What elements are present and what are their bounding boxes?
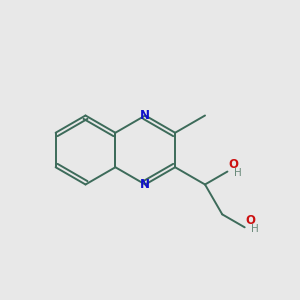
Text: H: H (251, 224, 259, 234)
Text: O: O (246, 214, 256, 227)
Text: O: O (228, 158, 238, 171)
Text: N: N (140, 178, 150, 191)
Text: N: N (140, 109, 150, 122)
Text: H: H (234, 168, 242, 178)
